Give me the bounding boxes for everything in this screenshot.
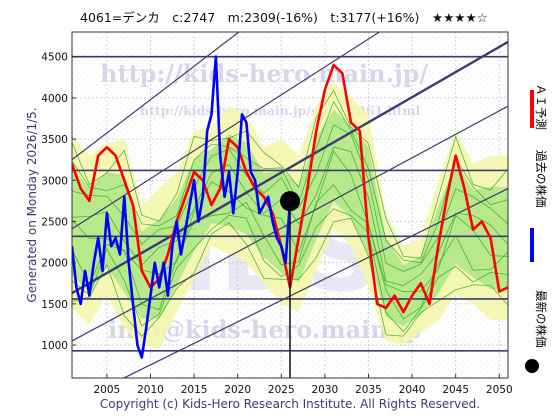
x-tick-label: 2035 [355, 384, 382, 396]
x-tick-label: 2020 [224, 384, 251, 396]
x-tick-label: 2045 [442, 384, 469, 396]
y-tick-label: 1500 [41, 299, 68, 311]
legend-past-price-label: 過去の株価 [534, 150, 548, 208]
x-tick-label: 2005 [94, 384, 121, 396]
y-tick-label: 3500 [41, 134, 68, 146]
x-tick-label: 2030 [312, 384, 339, 396]
y-tick-label: 1000 [41, 340, 68, 352]
x-tick-label: 2025 [268, 384, 295, 396]
y-tick-label: 4500 [41, 52, 68, 64]
y-tick-label: 4000 [41, 93, 68, 105]
x-tick-label: 2040 [399, 384, 426, 396]
x-tick-label: 2010 [137, 384, 164, 396]
y-tick-label: 3000 [41, 175, 68, 187]
x-tick-label: 2050 [486, 384, 513, 396]
current-price-dot [280, 191, 300, 211]
x-tick-label: 2015 [181, 384, 208, 396]
plot-area: KIDShttp://kids-hero.main.jp/http://kids… [72, 0, 508, 404]
legend-latest-price-label: 最新の株価 [534, 290, 548, 348]
y-axis-label: Generated on Monday 2026/1/5. [25, 107, 39, 302]
y-tick-label: 2500 [41, 216, 68, 228]
y-axis: 1000 1500 2000 2500 3000 3500 4000 4500 [41, 52, 76, 352]
footer-copyright: Copyright (c) Kids-Hero Research Institu… [100, 397, 480, 411]
chart-title: 4061=デンカ c:2747 m:2309(-16%) t:3177(+16%… [80, 10, 488, 25]
watermark-url-big: http://kids-hero.main.jp/ [100, 59, 428, 88]
legend-ai-forecast-label: ＡＩ予測 [534, 84, 548, 130]
y-tick-label: 2000 [41, 258, 68, 270]
legend-latest-price-dot [525, 359, 539, 373]
